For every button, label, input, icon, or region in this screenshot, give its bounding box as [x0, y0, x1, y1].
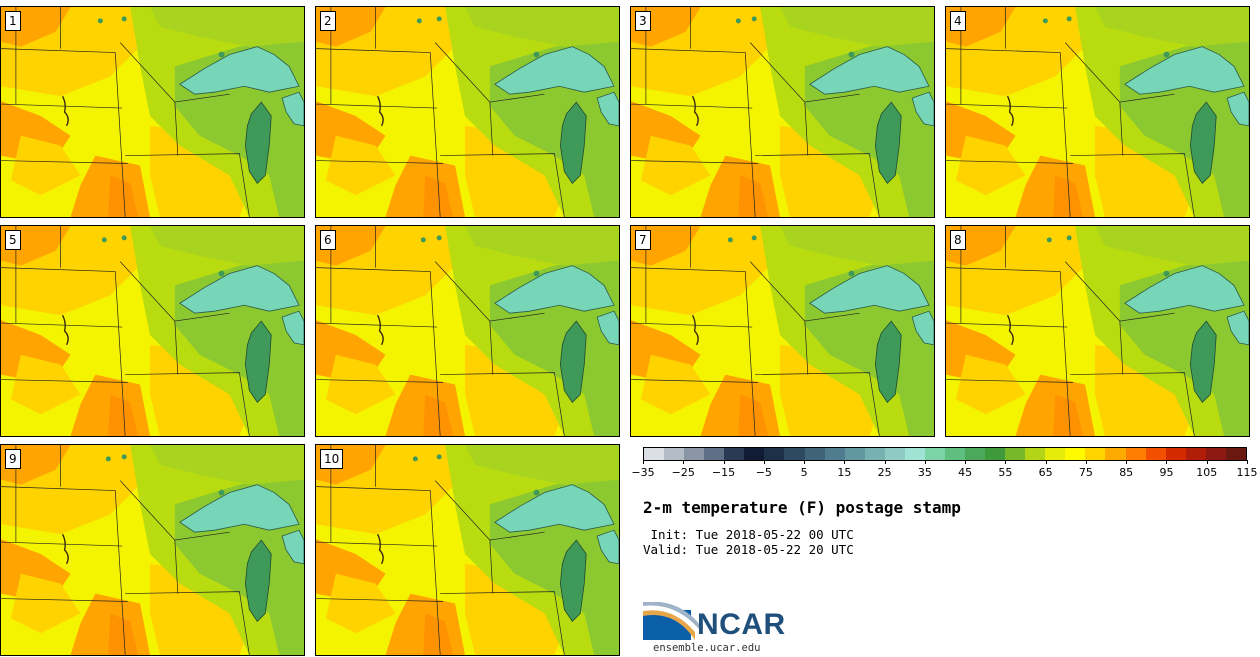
colorbar-tick-labels: −35 −25 −15 −5 5 15 25 35 45 55 65 75 85 95 105 115: [631, 460, 1258, 482]
colorbar-tick-label: 35: [917, 466, 932, 479]
colorbar-tick: [804, 460, 806, 464]
colorbar-segment: [864, 448, 885, 460]
colorbar-segment: [1105, 448, 1126, 460]
colorbar-tick-label: 105: [1196, 466, 1218, 479]
colorbar-segment: [1065, 448, 1086, 460]
colorbar-tick: [723, 460, 725, 464]
member-number-label: 5: [5, 230, 21, 250]
colorbar-tick-label: 65: [1038, 466, 1053, 479]
temperature-map-panel: 5: [0, 225, 305, 437]
colorbar-segment: [684, 448, 705, 460]
init-time: Init: Tue 2018-05-22 00 UTC: [643, 527, 854, 542]
colorbar-segment: [704, 448, 725, 460]
colorbar-segment: [1005, 448, 1026, 460]
colorbar-tick-label: 15: [837, 466, 852, 479]
valid-time: Valid: Tue 2018-05-22 20 UTC: [643, 542, 854, 557]
temperature-map-panel: 10: [315, 444, 620, 656]
member-number-label: 9: [5, 449, 21, 469]
colorbar-tick-label: 115: [1236, 466, 1258, 479]
colorbar-tick: [1126, 460, 1128, 464]
member-number-label: 10: [320, 449, 344, 469]
colorbar-tick-label: 25: [877, 466, 892, 479]
member-number-label: 6: [320, 230, 336, 250]
member-number-label: 8: [950, 230, 966, 250]
colorbar-tick-label: 75: [1078, 466, 1093, 479]
colorbar-tick: [965, 460, 967, 464]
colorbar-tick-label: −25: [671, 466, 695, 479]
colorbar-segment: [824, 448, 845, 460]
colorbar-segment: [784, 448, 805, 460]
ncar-logo-icon: [643, 602, 701, 640]
colorbar-tick-label: 55: [998, 466, 1013, 479]
colorbar-segment: [884, 448, 905, 460]
colorbar-tick-label: 45: [958, 466, 973, 479]
temperature-map-panel: 9: [0, 444, 305, 656]
colorbar-tick: [1085, 460, 1087, 464]
temperature-map-panel: 4: [945, 6, 1250, 218]
member-number-label: 3: [635, 11, 651, 31]
colorbar-tick-label: −35: [631, 466, 655, 479]
colorbar-tick-label: 5: [800, 466, 808, 479]
member-number-label: 7: [635, 230, 651, 250]
colorbar-tick: [1206, 460, 1208, 464]
member-number-label: 4: [950, 11, 966, 31]
member-number-label: 1: [5, 11, 21, 31]
colorbar-tick: [683, 460, 685, 464]
colorbar-segment: [1125, 448, 1146, 460]
colorbar-segment: [644, 448, 665, 460]
figure-title: 2-m temperature (F) postage stamp: [643, 498, 961, 517]
site-url: ensemble.ucar.edu: [653, 642, 761, 654]
colorbar-segment: [1225, 448, 1246, 460]
colorbar-segment: [1025, 448, 1046, 460]
colorbar-segment: [965, 448, 986, 460]
colorbar-segment: [985, 448, 1006, 460]
colorbar-tick-label: −5: [755, 466, 772, 479]
colorbar-segment: [724, 448, 745, 460]
colorbar-tick: [763, 460, 765, 464]
temperature-map-panel: 2: [315, 6, 620, 218]
colorbar-tick: [1166, 460, 1168, 464]
colorbar-segment: [764, 448, 785, 460]
temperature-map-panel: 3: [630, 6, 935, 218]
member-number-label: 2: [320, 11, 336, 31]
colorbar-segment: [1085, 448, 1106, 460]
colorbar-segment: [904, 448, 925, 460]
colorbar-tick: [924, 460, 926, 464]
colorbar-tick: [1247, 460, 1248, 464]
colorbar-segment: [744, 448, 765, 460]
temperature-map-panel: 7: [630, 225, 935, 437]
colorbar-tick-label: −15: [711, 466, 736, 479]
colorbar-segment: [924, 448, 945, 460]
colorbar-segment: [1205, 448, 1226, 460]
temperature-colorbar: [643, 447, 1247, 461]
colorbar-segment: [1165, 448, 1186, 460]
temperature-map-panel: 6: [315, 225, 620, 437]
colorbar-segment: [804, 448, 825, 460]
colorbar-tick: [643, 460, 644, 464]
colorbar-segment: [1145, 448, 1166, 460]
colorbar-segment: [1045, 448, 1066, 460]
colorbar-segment: [1185, 448, 1206, 460]
colorbar-segment: [944, 448, 965, 460]
colorbar-tick: [1045, 460, 1047, 464]
temperature-map-panel: 1: [0, 6, 305, 218]
temperature-map-panel: 8: [945, 225, 1250, 437]
ncar-logo-text: NCAR: [697, 608, 786, 641]
colorbar-tick: [884, 460, 886, 464]
colorbar-segment: [664, 448, 685, 460]
colorbar-tick: [1005, 460, 1007, 464]
colorbar-tick: [844, 460, 846, 464]
colorbar-tick-label: 85: [1119, 466, 1134, 479]
colorbar-segment: [844, 448, 865, 460]
colorbar-tick-label: 95: [1159, 466, 1174, 479]
